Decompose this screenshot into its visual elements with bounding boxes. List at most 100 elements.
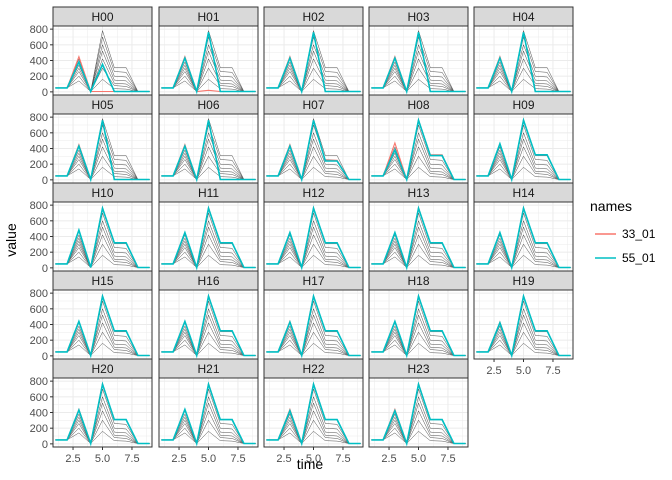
series-line-55-01 bbox=[266, 381, 361, 447]
series-line-55-01 bbox=[55, 120, 150, 183]
x-tick-label: 2.5 bbox=[276, 453, 291, 465]
background-series-line bbox=[371, 43, 466, 93]
background-series-line bbox=[161, 50, 256, 93]
background-series-line bbox=[55, 410, 150, 445]
background-series-line bbox=[371, 226, 466, 269]
y-tick-label: 800 bbox=[30, 376, 48, 388]
facet-strip-label: H22 bbox=[302, 362, 324, 376]
series-line-55-01 bbox=[266, 205, 361, 271]
background-series-line bbox=[55, 322, 150, 357]
facet-strip-label: H23 bbox=[407, 362, 429, 376]
y-tick-label: 600 bbox=[30, 392, 48, 404]
y-tick-label: 800 bbox=[30, 288, 48, 300]
background-series-line bbox=[161, 254, 256, 268]
background-series-line bbox=[476, 322, 571, 357]
facet-strip-label: H08 bbox=[407, 98, 429, 112]
background-series-line bbox=[161, 43, 256, 93]
facet-panel-h03: H03 bbox=[368, 6, 469, 96]
background-series-line bbox=[476, 254, 571, 268]
background-series-line bbox=[476, 219, 571, 269]
facet-strip-label: H15 bbox=[91, 274, 113, 288]
background-series-line bbox=[476, 342, 571, 356]
background-series-line bbox=[266, 226, 361, 269]
background-series-line bbox=[371, 322, 466, 357]
facet-panel-h15: H15 0 200 400 600 800 bbox=[30, 270, 153, 363]
background-series-line bbox=[371, 67, 466, 92]
series-line-55-01 bbox=[161, 293, 256, 359]
y-tick-label: 200 bbox=[30, 423, 48, 435]
background-series-line bbox=[371, 50, 466, 93]
facet-panel-h22: H22 2.5 5.0 7.5 bbox=[263, 358, 364, 465]
background-series-line bbox=[161, 219, 256, 269]
legend-title: names bbox=[590, 198, 632, 214]
background-series-line bbox=[161, 155, 256, 180]
facet-strip-label: H20 bbox=[91, 362, 113, 376]
y-tick-label: 400 bbox=[30, 232, 48, 244]
facet-panel-h02: H02 bbox=[263, 6, 364, 96]
background-series-line bbox=[371, 314, 466, 357]
legend: names 33_01 55_01 bbox=[590, 198, 656, 265]
background-series-line bbox=[476, 226, 571, 269]
background-series-line bbox=[266, 254, 361, 268]
background-series-line bbox=[55, 254, 150, 268]
background-series-line bbox=[371, 307, 466, 357]
background-series-line bbox=[161, 243, 256, 268]
series-line-55-01 bbox=[266, 120, 361, 183]
y-tick-label: 200 bbox=[30, 247, 48, 259]
background-series-line bbox=[371, 331, 466, 356]
x-tick-label: 7.5 bbox=[230, 453, 245, 465]
background-series-line bbox=[161, 410, 256, 445]
background-series-line bbox=[55, 219, 150, 269]
facet-panel-h07: H07 bbox=[263, 94, 364, 184]
background-series-line bbox=[55, 342, 150, 356]
facet-panel-h12: H12 bbox=[263, 182, 364, 272]
background-series-line bbox=[266, 138, 361, 181]
y-tick-label: 0 bbox=[42, 87, 48, 99]
y-tick-label: 600 bbox=[30, 128, 48, 140]
background-series-line bbox=[476, 331, 571, 356]
background-series-line bbox=[371, 402, 466, 445]
background-series-line bbox=[161, 314, 256, 357]
legend-label-33-01: 33_01 bbox=[622, 227, 656, 241]
facet-panel-h17: H17 bbox=[263, 270, 364, 360]
x-tick-label: 5.0 bbox=[95, 453, 110, 465]
x-tick-label: 7.5 bbox=[335, 453, 350, 465]
background-series-line bbox=[55, 226, 150, 269]
background-series-line bbox=[55, 131, 150, 181]
background-series-line bbox=[55, 402, 150, 445]
background-series-line bbox=[266, 155, 361, 180]
y-tick-label: 400 bbox=[30, 56, 48, 68]
y-tick-label: 400 bbox=[30, 320, 48, 332]
series-line-55-01 bbox=[266, 293, 361, 359]
facet-panel-h10: H10 0 200 400 600 800 bbox=[30, 182, 153, 275]
series-line-55-01 bbox=[476, 32, 571, 95]
facet-strip-label: H12 bbox=[302, 186, 324, 200]
background-series-line bbox=[161, 342, 256, 356]
x-tick-label: 5.0 bbox=[411, 453, 426, 465]
background-series-line bbox=[476, 58, 571, 93]
x-tick-label: 7.5 bbox=[440, 453, 455, 465]
facet-panel-h14: H14 bbox=[473, 182, 574, 272]
y-tick-label: 400 bbox=[30, 408, 48, 420]
background-series-line bbox=[161, 146, 256, 181]
background-series-line bbox=[476, 155, 571, 180]
series-line-55-01 bbox=[476, 293, 571, 359]
series-line-55-01 bbox=[55, 60, 150, 94]
y-axis-title: value bbox=[3, 223, 19, 257]
background-series-line bbox=[266, 322, 361, 357]
background-series-line bbox=[161, 419, 256, 444]
x-tick-label: 2.5 bbox=[486, 365, 501, 377]
background-series-line bbox=[266, 146, 361, 181]
legend-label-55-01: 55_01 bbox=[622, 251, 656, 265]
background-series-line bbox=[476, 234, 571, 269]
facet-strip-label: H16 bbox=[197, 274, 219, 288]
facet-panel-h06: H06 bbox=[158, 94, 259, 184]
background-series-line bbox=[266, 166, 361, 180]
y-tick-label: 0 bbox=[42, 263, 48, 275]
background-series-line bbox=[476, 138, 571, 181]
y-tick-label: 800 bbox=[30, 24, 48, 36]
background-series-line bbox=[55, 314, 150, 357]
series-line-55-01 bbox=[371, 293, 466, 359]
background-series-line bbox=[161, 322, 256, 357]
background-series-line bbox=[266, 419, 361, 444]
